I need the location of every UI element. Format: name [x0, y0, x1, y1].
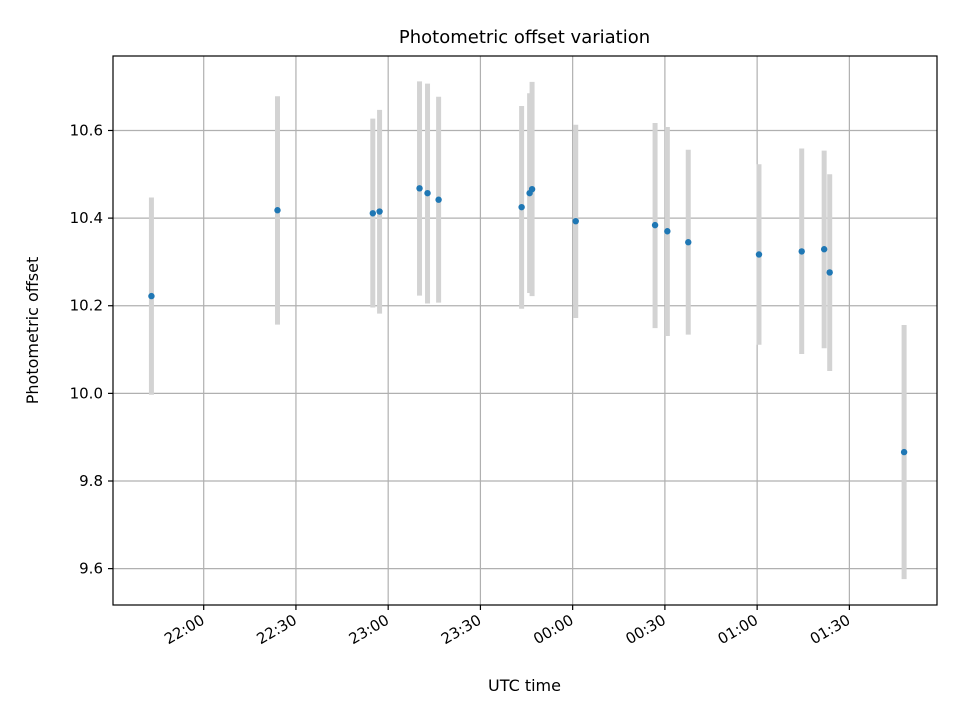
data-point — [798, 248, 805, 255]
y-tick-label: 10.2 — [70, 297, 103, 315]
data-point — [685, 239, 692, 246]
y-axis-ticks: 9.6 9.8 10.0 10.2 10.4 10.6 — [70, 121, 113, 578]
data-point — [274, 207, 281, 214]
grid — [113, 56, 937, 605]
data-point — [424, 189, 431, 197]
plot-frame — [112, 55, 938, 606]
data-point — [148, 292, 155, 300]
y-tick-label: 10.6 — [70, 121, 103, 139]
data-point — [369, 210, 377, 217]
data-point — [651, 221, 659, 229]
y-tick-label: 9.6 — [79, 560, 103, 578]
data-point — [826, 269, 833, 276]
data-point — [900, 448, 908, 456]
data-point — [664, 228, 671, 235]
data-point — [435, 196, 442, 203]
data-points — [148, 185, 908, 456]
data-point — [572, 217, 579, 225]
data-point — [528, 185, 536, 193]
data-point — [755, 251, 763, 258]
y-axis-title: Photometric offset — [23, 257, 42, 405]
data-point — [820, 246, 828, 253]
y-tick-label: 9.8 — [79, 472, 103, 490]
chart-title: Photometric offset variation — [399, 27, 650, 48]
data-point — [416, 185, 423, 192]
y-tick-label: 10.0 — [70, 384, 103, 402]
data-point — [518, 203, 525, 211]
x-axis-title: UTC time — [488, 676, 561, 695]
data-point — [376, 208, 383, 215]
y-tick-label: 10.4 — [70, 209, 103, 227]
